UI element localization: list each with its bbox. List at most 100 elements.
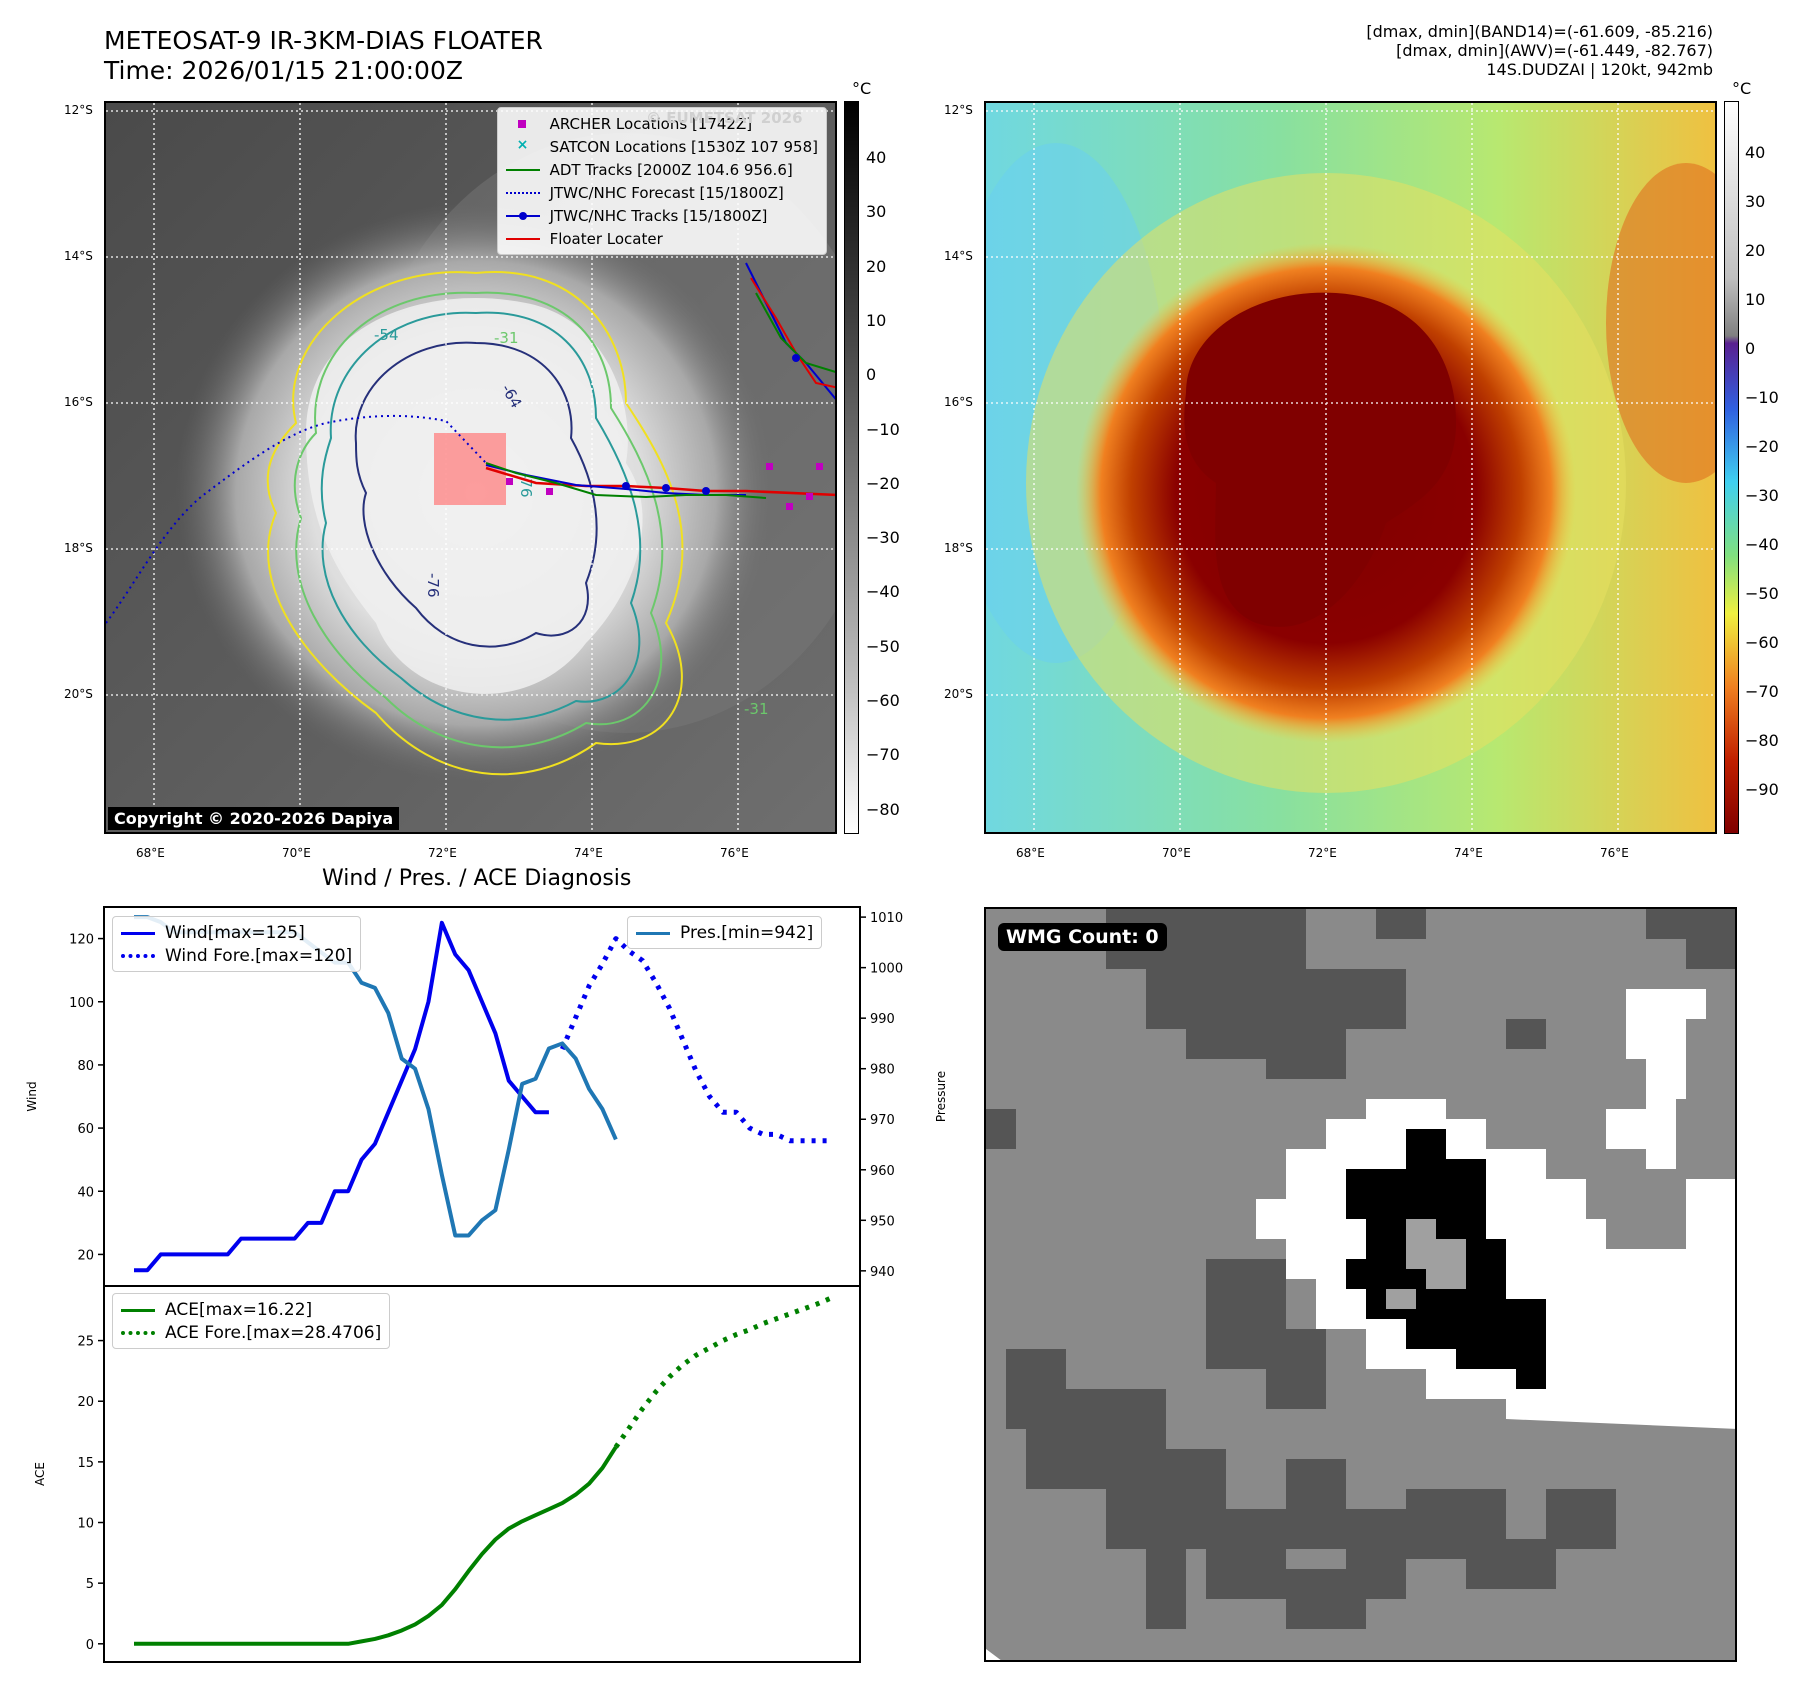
wind-forecast-line bbox=[560, 936, 830, 1144]
colorbar-tick-label: −70 bbox=[866, 745, 900, 765]
wind-tick-label: 100 bbox=[69, 996, 94, 1011]
awv-colorbar-unit: °C bbox=[1732, 79, 1752, 98]
awv-image bbox=[986, 103, 1715, 832]
dotted-line-icon bbox=[121, 1326, 155, 1340]
wind-axis-label: Wind bbox=[25, 1081, 39, 1111]
colorbar-tick-label: 30 bbox=[1745, 192, 1766, 211]
stats-line-1: [dmax, dmin](BAND14)=(-61.609, -85.216) bbox=[1366, 22, 1713, 41]
pressure-axis-label: Pressure bbox=[934, 1071, 948, 1122]
dotted-line-icon bbox=[121, 949, 155, 963]
pressure-tick-label: 950 bbox=[870, 1214, 895, 1229]
pressure-tick-label: 970 bbox=[870, 1113, 895, 1128]
ace-tick-label: 10 bbox=[77, 1517, 94, 1532]
solid-line-icon bbox=[505, 163, 540, 177]
colorbar-tick-label: 40 bbox=[866, 148, 887, 167]
legend-item: ACE Fore.[max=28.4706] bbox=[121, 1321, 381, 1344]
colorbar-tick-label: −80 bbox=[866, 799, 900, 819]
contour-label: -76 bbox=[424, 573, 442, 598]
colorbar-tick-label: −30 bbox=[866, 528, 900, 548]
colorbar-tick-label: −60 bbox=[866, 691, 900, 710]
legend-item: Wind[max=125] bbox=[121, 921, 352, 944]
stats-line-3: 14S.DUDZAI | 120kt, 942mb bbox=[1486, 60, 1713, 79]
colorbar-tick-label: −20 bbox=[866, 473, 900, 493]
ir-satellite-panel: -54 -31 -64 -76 -31 -76 bbox=[104, 101, 837, 834]
ace-tick-label: 20 bbox=[77, 1395, 94, 1410]
colorbar-tick-label: −50 bbox=[866, 636, 900, 656]
lat-tick-label: 14°S bbox=[944, 249, 973, 263]
wmg-image bbox=[986, 909, 1735, 1660]
pressure-tick-label: 960 bbox=[870, 1164, 895, 1179]
x-marker-icon: × bbox=[516, 136, 529, 153]
legend-item: JTWC/NHC Forecast [15/1800Z] bbox=[505, 181, 818, 204]
lat-tick-label: 16°S bbox=[64, 395, 93, 409]
wmg-count-label: WMG Count: 0 bbox=[998, 923, 1167, 951]
lon-tick-label: 76°E bbox=[720, 846, 749, 860]
lat-tick-label: 12°S bbox=[944, 103, 973, 117]
legend-item: ADT Tracks [2000Z 104.6 956.6] bbox=[505, 158, 818, 181]
colorbar-tick-label: 20 bbox=[866, 256, 887, 276]
lon-tick-label: 76°E bbox=[1600, 846, 1629, 860]
colorbar-tick-label: −30 bbox=[1745, 486, 1779, 505]
wind-tick-label: 20 bbox=[77, 1248, 94, 1263]
pressure-tick-label: 1010 bbox=[870, 911, 903, 926]
dotted-line-icon bbox=[505, 186, 540, 200]
colorbar-tick-label: −40 bbox=[1745, 535, 1779, 554]
ir-colorbar bbox=[844, 101, 859, 834]
colorbar-tick-label: 0 bbox=[1745, 339, 1756, 358]
lat-tick-label: 16°S bbox=[944, 395, 973, 409]
colorbar-tick-label: 0 bbox=[866, 365, 877, 385]
ace-forecast-line bbox=[613, 1296, 831, 1449]
floater-box bbox=[434, 433, 506, 505]
pressure-tick-label: 980 bbox=[870, 1063, 895, 1078]
colorbar-tick-label: −40 bbox=[866, 582, 900, 602]
wind-tick-label: 80 bbox=[77, 1059, 94, 1074]
stats-header: [dmax, dmin](BAND14)=(-61.609, -85.216) … bbox=[1366, 22, 1713, 79]
figure-title: METEOSAT-9 IR-3KM-DIAS FLOATER Time: 202… bbox=[104, 26, 543, 86]
lon-tick-label: 74°E bbox=[1454, 846, 1483, 860]
legend-item: × SATCON Locations [1530Z 107 958] bbox=[506, 135, 818, 158]
stats-line-2: [dmax, dmin](AWV)=(-61.449, -82.767) bbox=[1396, 41, 1713, 60]
lon-tick-label: 70°E bbox=[282, 846, 311, 860]
wind-legend: Wind[max=125] Wind Fore.[max=120] bbox=[112, 916, 362, 972]
wind-tick-label: 40 bbox=[77, 1185, 94, 1200]
colorbar-tick-label: −20 bbox=[1745, 437, 1779, 456]
colorbar-tick-label: −10 bbox=[866, 419, 900, 439]
ace-tick-label: 0 bbox=[86, 1638, 94, 1653]
watermark: © EUMETSAT 2026 bbox=[646, 109, 803, 127]
lon-tick-label: 70°E bbox=[1162, 846, 1191, 860]
colorbar-tick-label: 20 bbox=[1745, 241, 1766, 260]
colorbar-tick-label: 40 bbox=[1745, 143, 1766, 162]
wmg-panel: WMG Count: 0 bbox=[984, 907, 1737, 1662]
ace-legend: ACE[max=16.22] ACE Fore.[max=28.4706] bbox=[112, 1293, 391, 1349]
lon-tick-label: 74°E bbox=[574, 846, 603, 860]
lat-tick-label: 18°S bbox=[944, 541, 973, 555]
lat-tick-label: 12°S bbox=[64, 103, 93, 117]
title-line-2: Time: 2026/01/15 21:00:00Z bbox=[104, 56, 463, 85]
legend-item: ARCHER Locations [1742Z] bbox=[506, 112, 818, 135]
lat-tick-label: 18°S bbox=[64, 541, 93, 555]
wind-series-line bbox=[134, 920, 549, 1273]
colorbar-tick-label: −90 bbox=[1745, 780, 1779, 799]
legend-item: ACE[max=16.22] bbox=[121, 1298, 381, 1321]
ace-tick-label: 5 bbox=[86, 1577, 94, 1592]
dot-line-icon bbox=[505, 209, 540, 223]
lon-tick-label: 68°E bbox=[136, 846, 165, 860]
colorbar-tick-label: −60 bbox=[1745, 633, 1779, 652]
colorbar-tick-label: −50 bbox=[1745, 584, 1779, 603]
wind-tick-label: 60 bbox=[77, 1122, 94, 1137]
copyright-label: Copyright © 2020-2026 Dapiya bbox=[108, 807, 400, 830]
solid-line-icon bbox=[121, 1303, 155, 1317]
pressure-legend: Pres.[min=942] bbox=[627, 916, 823, 949]
ace-tick-label: 25 bbox=[77, 1335, 94, 1350]
title-line-1: METEOSAT-9 IR-3KM-DIAS FLOATER bbox=[104, 26, 543, 55]
ir-colorbar-unit: °C bbox=[852, 79, 872, 98]
contour-label: -31 bbox=[744, 700, 769, 718]
lon-tick-label: 72°E bbox=[428, 846, 457, 860]
pressure-tick-label: 990 bbox=[870, 1012, 895, 1027]
legend-item: Floater Locater bbox=[505, 227, 818, 250]
awv-panel bbox=[984, 101, 1717, 834]
ace-series-line bbox=[134, 1445, 618, 1646]
adt-track bbox=[485, 462, 767, 499]
colorbar-tick-label: −80 bbox=[1745, 731, 1779, 750]
pressure-tick-label: 940 bbox=[870, 1265, 895, 1280]
